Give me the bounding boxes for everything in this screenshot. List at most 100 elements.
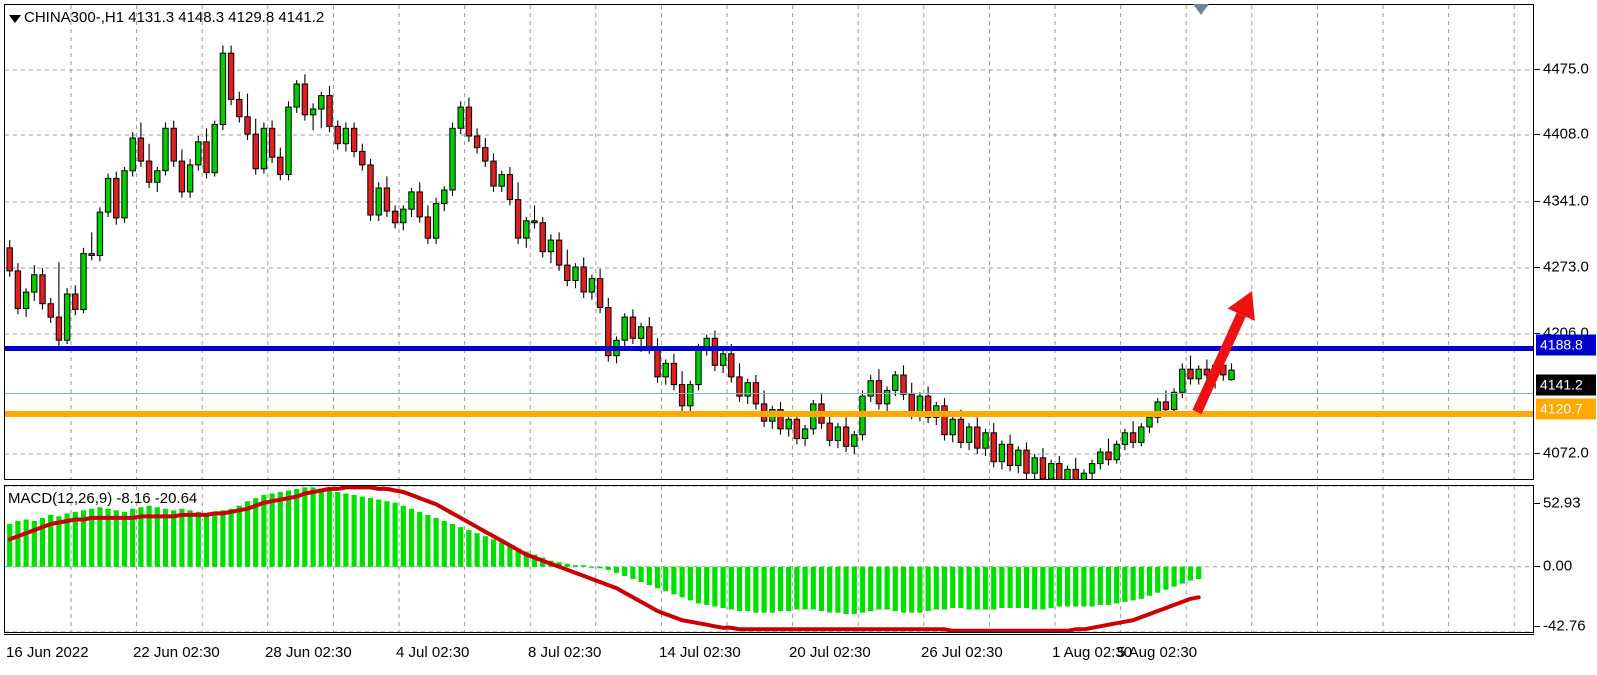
candle [1064,468,1071,479]
candle [473,135,481,149]
candle [391,210,399,224]
candle [227,52,235,100]
candle [334,125,341,145]
candle [465,106,473,137]
candle [359,150,366,166]
candle [670,362,678,386]
candlestick-series [6,45,1235,479]
price-tick-label: 4408.0 [1543,125,1589,143]
candle [113,177,120,219]
candle [80,253,87,311]
candle [982,432,989,449]
time-tick-label: 28 Jun 02:30 [265,644,352,661]
macd-plot-area[interactable] [5,486,1533,632]
candle [408,191,415,210]
candle [719,353,727,366]
price-pane-title: CHINA300-,H1 4131.3 4148.3 4129.8 4141.2 [24,9,325,26]
candle [851,434,858,447]
triangle-down-icon[interactable] [9,15,21,23]
candle [949,418,956,436]
candle [367,164,374,216]
candle [1138,426,1145,443]
candle [629,316,637,339]
support-line[interactable] [5,411,1533,417]
candle [506,174,514,201]
price-tick-mark [1534,201,1540,202]
candle [801,428,809,439]
current-price-badge[interactable]: 4141.2 [1536,374,1596,396]
time-scale[interactable]: 16 Jun 2022 22 Jun 02:30 28 Jun 02:30 4 Jul… [0,634,1597,675]
candle [162,127,169,172]
candle [1121,432,1129,445]
candle [498,174,505,187]
candle [695,349,702,386]
candle [646,326,653,349]
candle [867,380,874,397]
candle [1195,368,1202,380]
candle [1088,463,1096,474]
candle [31,274,38,293]
price-tick-label: 4475.0 [1543,60,1589,78]
candle [687,384,694,407]
candle [1162,401,1170,411]
candle [1146,416,1153,428]
time-tick-label: 14 Jul 02:30 [659,644,741,661]
candle [654,347,661,378]
candle [129,137,136,172]
candle [400,208,407,224]
candle [309,108,317,116]
candle [170,127,177,162]
price-tick-mark [1534,333,1540,334]
macd-signal-line [7,486,1201,632]
candle [342,127,350,145]
candle [482,147,489,162]
price-scale[interactable]: 4475.0 4408.0 4341.0 4273.0 4206.0 4072.0 4188… [1534,0,1597,481]
candle [883,389,891,405]
candle [777,409,784,430]
candle [236,98,243,118]
candle [441,189,448,204]
candle [941,405,948,436]
macd-indicator-pane[interactable] [4,485,1534,633]
price-tick-label: 4273.0 [1543,258,1589,276]
candle [39,274,46,305]
candle [96,211,104,257]
candle [1105,451,1112,461]
candle [1211,364,1219,376]
price-chart-pane[interactable] [4,4,1534,480]
candle [375,187,382,216]
candle [1187,368,1194,380]
candle [490,160,497,187]
candle [842,426,850,447]
candle [924,395,932,418]
candle [154,170,161,183]
candle [1129,432,1137,443]
candle [711,337,719,366]
candle [285,106,292,175]
resistance-price-badge[interactable]: 4188.8 [1536,334,1596,356]
candle [186,164,194,193]
time-tick-label: 26 Jul 02:30 [921,644,1003,661]
candle [572,266,579,281]
candle [588,278,596,293]
candle [432,203,440,239]
macd-pane-title: MACD(12,26,9) -8.16 -20.64 [8,490,198,507]
candle [326,95,333,127]
price-plot-area[interactable] [5,5,1533,479]
candle [1006,443,1014,466]
candle [1228,369,1235,381]
candle [564,264,571,282]
time-tick-label: 16 Jun 2022 [6,644,89,661]
support-price-badge[interactable]: 4120.7 [1536,398,1596,420]
macd-scale[interactable]: 52.93 0.00 -42.76 [1534,485,1597,635]
candle [1072,468,1079,479]
resistance-line[interactable] [5,346,1533,351]
price-tick-mark [1534,267,1540,268]
candle [88,253,95,257]
candle [1080,472,1088,479]
candle [785,418,792,430]
candle [1023,449,1030,474]
candle [637,326,645,339]
candle [1039,457,1047,479]
